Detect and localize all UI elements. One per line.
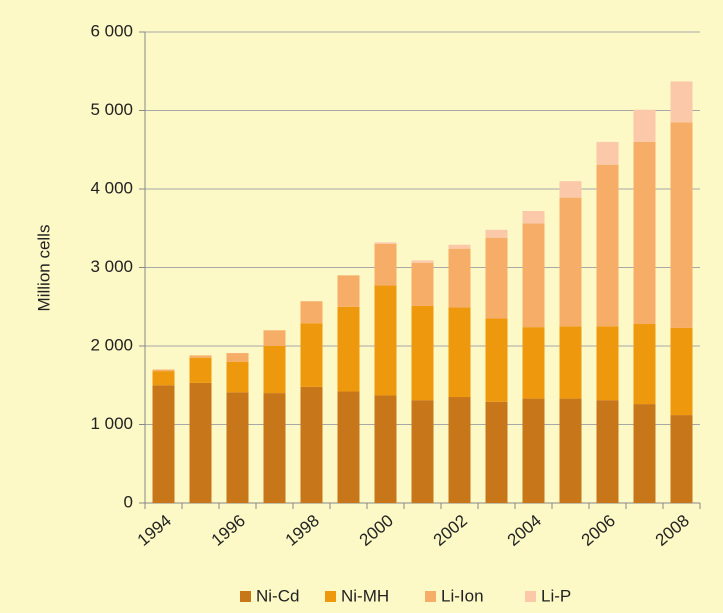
bar-segment: [559, 181, 582, 198]
bar-segment: [226, 353, 249, 362]
bar-segment: [448, 244, 471, 249]
bar-segment: [189, 382, 212, 503]
bar-segment: [411, 400, 434, 503]
y-tick-label: 5 000: [90, 100, 133, 119]
bar-segment: [670, 327, 693, 416]
bar-segment: [374, 285, 397, 396]
bar-segment: [263, 346, 286, 394]
bar-segment: [448, 248, 471, 308]
y-tick-label: 2 000: [90, 335, 133, 354]
bar-segment: [522, 210, 545, 224]
y-tick-label: 0: [124, 492, 133, 511]
bar-segment: [559, 398, 582, 503]
bar-segment: [485, 229, 508, 238]
bar-segment: [596, 164, 619, 327]
bar-segment: [485, 237, 508, 319]
legend-swatch: [425, 591, 436, 602]
legend-label: Li-P: [541, 586, 571, 605]
bar-segment: [596, 141, 619, 165]
bar-segment: [633, 109, 656, 142]
bar-segment: [337, 306, 360, 392]
bar-segment: [670, 415, 693, 503]
bar-segment: [670, 122, 693, 328]
bar-segment: [263, 393, 286, 503]
bar-segment: [633, 324, 656, 405]
bar-segment: [189, 357, 212, 383]
bar-segment: [670, 81, 693, 123]
bar-segment: [337, 391, 360, 503]
bar-segment: [300, 323, 323, 387]
legend-swatch: [325, 591, 336, 602]
bar-segment: [633, 141, 656, 325]
legend-label: Li-Ion: [441, 586, 484, 605]
y-tick-label: 3 000: [90, 257, 133, 276]
bar-segment: [559, 326, 582, 399]
bar-segment: [448, 307, 471, 398]
bar-segment: [226, 361, 249, 393]
bar-segment: [152, 369, 175, 372]
bar-segment: [633, 404, 656, 503]
bar-segment: [189, 355, 212, 358]
bar-segment: [596, 400, 619, 503]
legend-swatch: [240, 591, 251, 602]
legend-swatch: [525, 591, 536, 602]
bar-segment: [374, 243, 397, 286]
bar-segment: [300, 301, 323, 324]
bar-segment: [337, 275, 360, 307]
bar-segment: [152, 371, 175, 386]
bar-segment: [411, 262, 434, 306]
bar-segment: [448, 397, 471, 503]
bar-segment: [522, 223, 545, 328]
bar-segment: [485, 401, 508, 503]
bar-segment: [559, 197, 582, 327]
y-tick-label: 6 000: [90, 21, 133, 40]
bar-segment: [411, 305, 434, 401]
y-tick-label: 1 000: [90, 414, 133, 433]
bar-segment: [522, 398, 545, 503]
bar-segment: [411, 260, 434, 263]
bar-segment: [374, 242, 397, 244]
y-tick-label: 4 000: [90, 178, 133, 197]
bar-segment: [152, 385, 175, 503]
y-axis-label: Million cells: [34, 225, 53, 312]
bar-segment: [263, 330, 286, 346]
bar-segment: [485, 318, 508, 402]
legend-label: Ni-MH: [341, 586, 389, 605]
legend-label: Ni-Cd: [256, 586, 299, 605]
bar-segment: [596, 326, 619, 401]
bar-segment: [300, 386, 323, 503]
bar-segment: [226, 392, 249, 503]
bar-segment: [374, 395, 397, 503]
bar-segment: [522, 327, 545, 399]
